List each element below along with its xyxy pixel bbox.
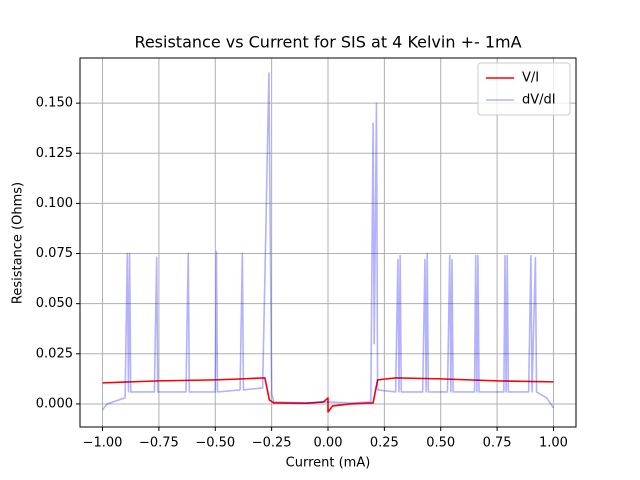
x-tick-label: −0.25 bbox=[252, 436, 292, 451]
series-line bbox=[102, 377, 554, 413]
x-tick-label: 0.25 bbox=[370, 436, 399, 451]
x-tick-label: 1.00 bbox=[539, 436, 568, 451]
plot-frame bbox=[79, 57, 577, 428]
y-tick-label: 0.050 bbox=[36, 296, 73, 311]
y-tick-label: 0.000 bbox=[36, 396, 73, 411]
y-axis-label: Resistance (Ohms) bbox=[11, 182, 26, 304]
legend-label: dV/dI bbox=[522, 93, 556, 108]
y-tick-label: 0.100 bbox=[36, 196, 73, 211]
y-tick-label: 0.025 bbox=[36, 346, 73, 361]
chart-title: Resistance vs Current for SIS at 4 Kelvi… bbox=[134, 33, 521, 52]
y-tick-label: 0.125 bbox=[36, 146, 73, 161]
x-tick-label: −1.00 bbox=[83, 436, 123, 451]
legend-label: V/I bbox=[522, 71, 539, 86]
x-tick-label: 0.75 bbox=[483, 436, 512, 451]
y-tick-label: 0.150 bbox=[36, 96, 73, 111]
x-tick-label: 0.50 bbox=[426, 436, 455, 451]
x-tick-label: 0.00 bbox=[314, 436, 343, 451]
y-tick-label: 0.075 bbox=[36, 246, 73, 261]
x-tick-label: −0.50 bbox=[195, 436, 235, 451]
x-axis-label: Current (mA) bbox=[286, 456, 371, 471]
legend-box bbox=[477, 62, 571, 116]
series-line bbox=[101, 72, 555, 411]
x-tick-label: −0.75 bbox=[139, 436, 179, 451]
